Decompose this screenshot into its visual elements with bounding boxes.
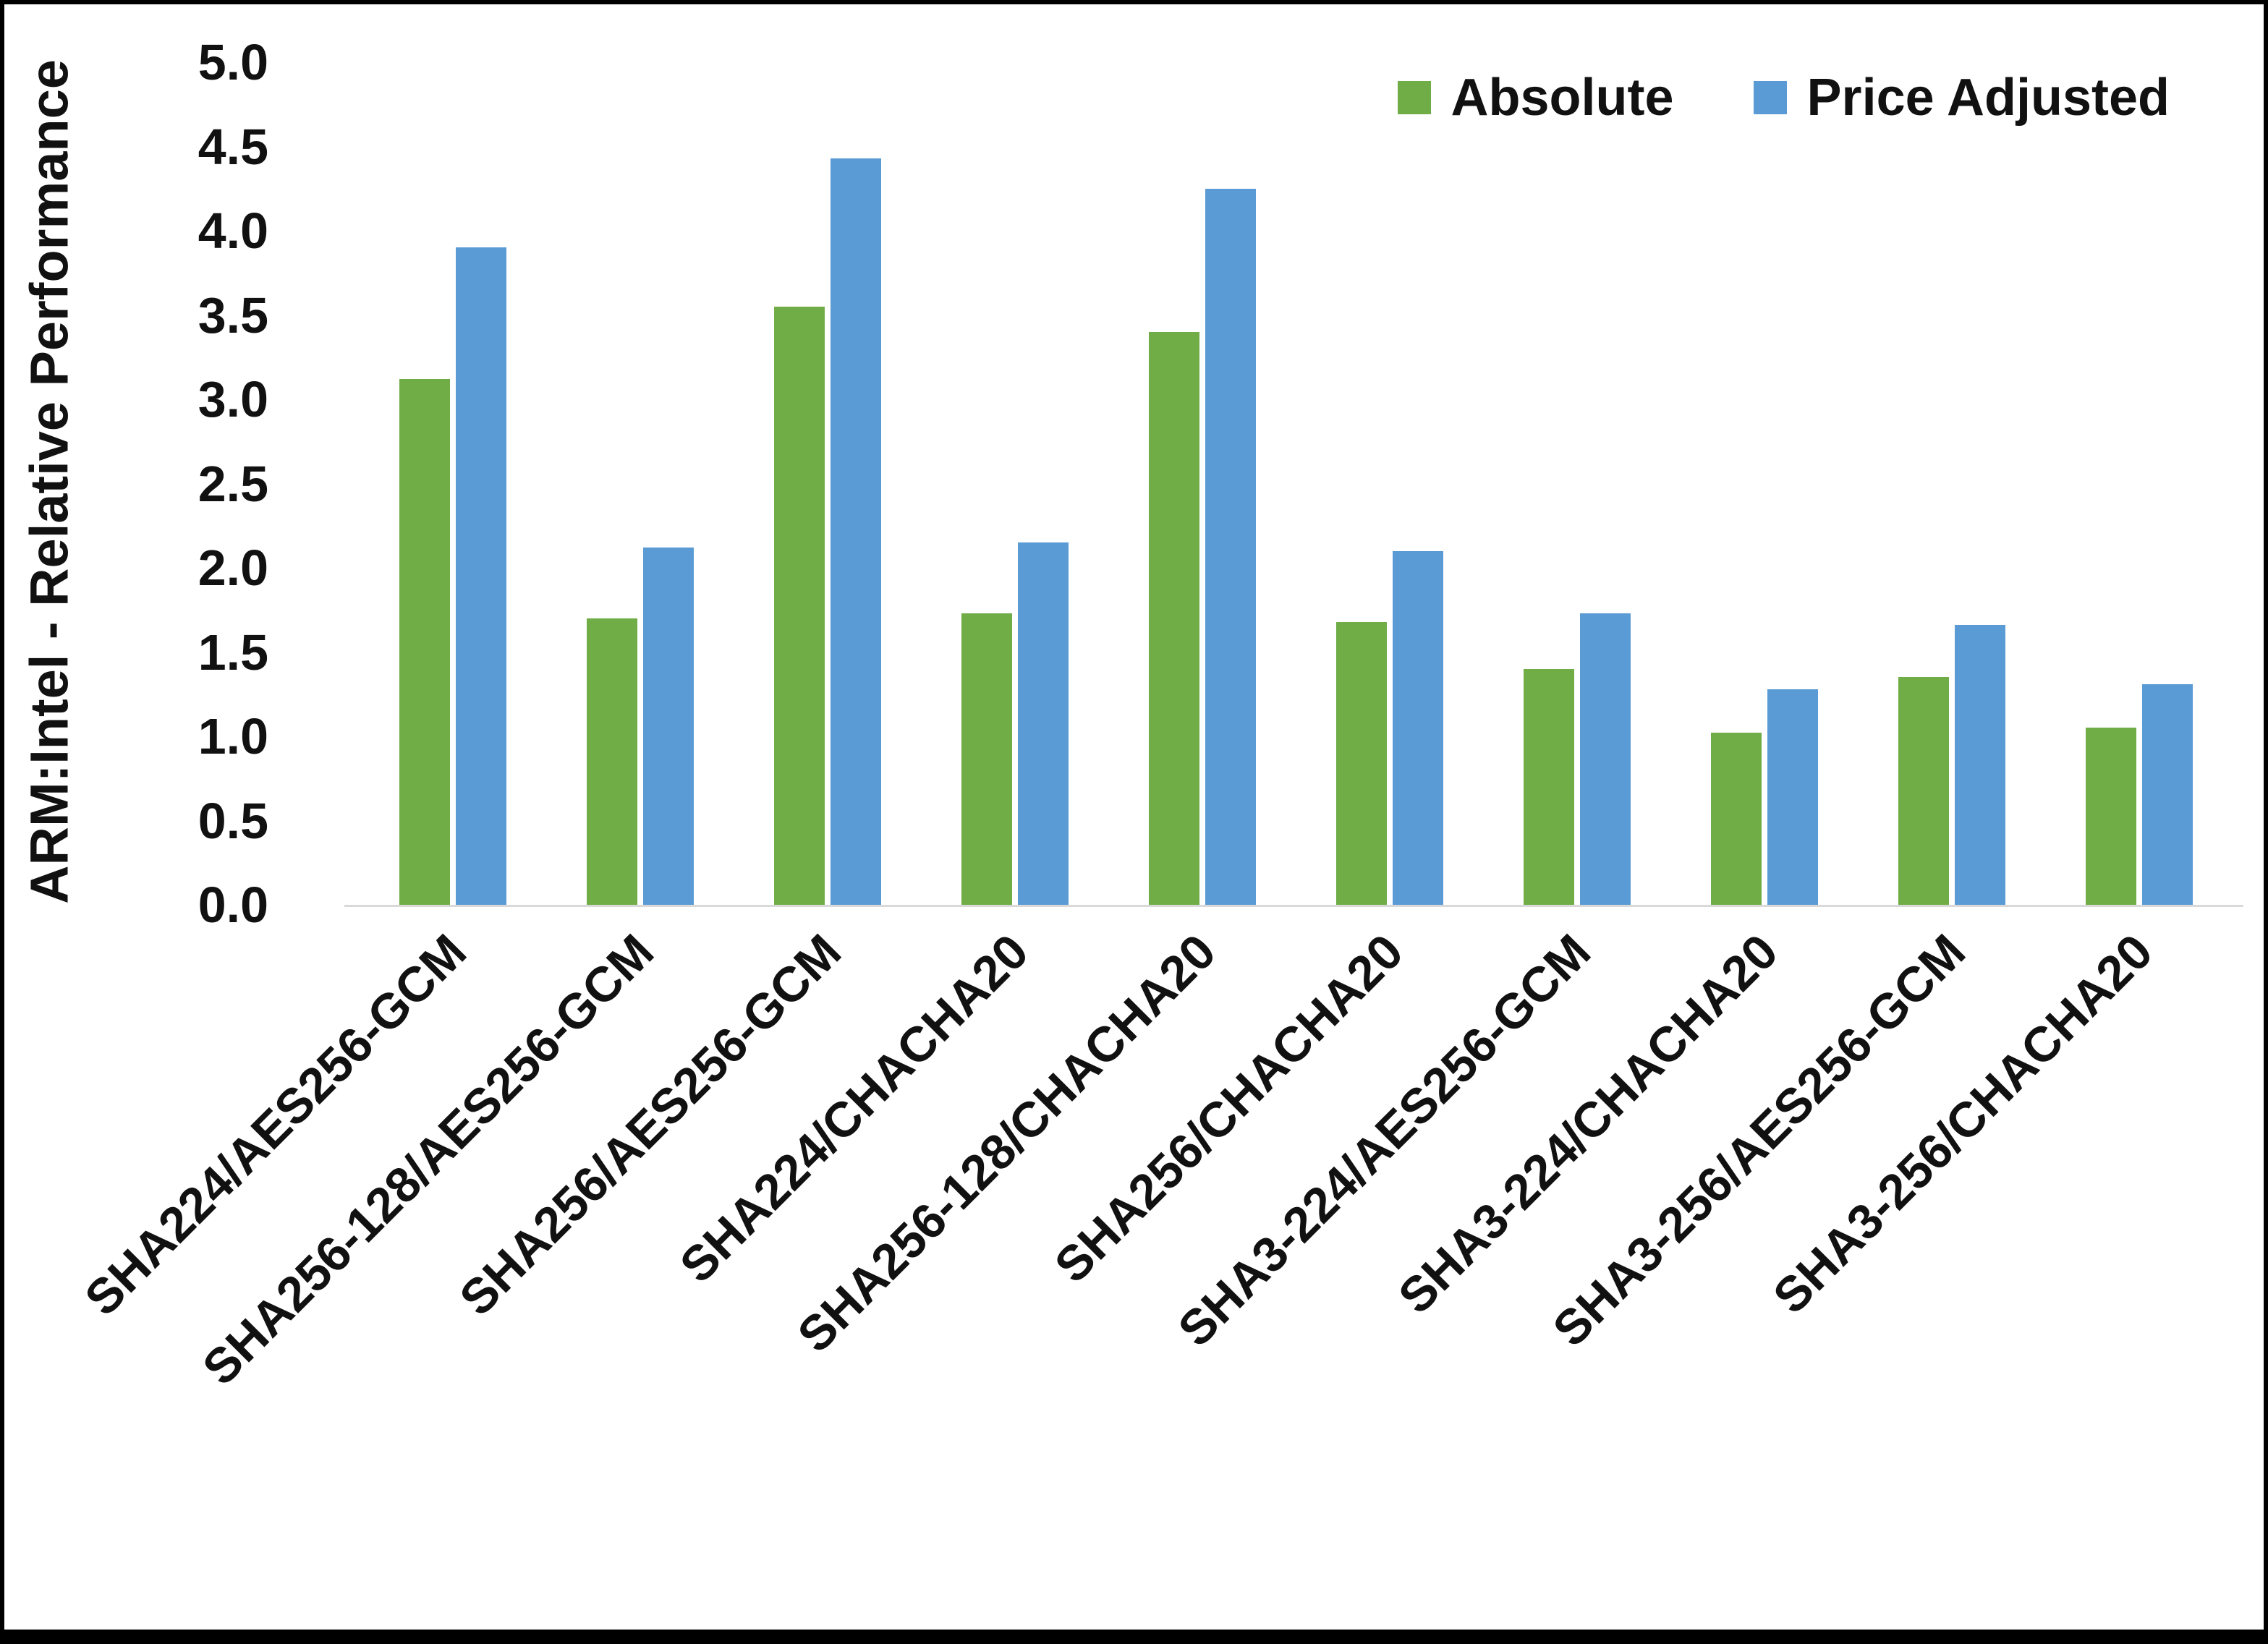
bar-absolute	[1523, 668, 1574, 905]
y-tick-label: 4.5	[198, 118, 268, 175]
x-axis-label: SHA3-224/CHACHA20	[1388, 924, 1788, 1324]
bar-price-adjusted	[1392, 550, 1443, 905]
legend-item-absolute: Absolute	[1397, 68, 1674, 127]
bar-price-adjusted	[1205, 188, 1256, 905]
bar-price-adjusted	[642, 548, 694, 905]
y-tick-label: 2.5	[198, 455, 268, 512]
y-tick-label: 1.0	[198, 708, 268, 764]
bar-price-adjusted	[455, 247, 506, 905]
legend-label-absolute: Absolute	[1451, 69, 1674, 127]
y-tick-label: 3.0	[198, 371, 268, 427]
bar-price-adjusted	[1017, 542, 1069, 905]
bar-absolute	[399, 379, 450, 905]
y-tick-label: 5.0	[198, 34, 268, 90]
y-tick-label: 2.0	[198, 540, 268, 596]
x-axis-label: SHA3-256/AES256-GCM	[1542, 924, 1976, 1358]
bar-absolute	[1710, 733, 1762, 905]
x-axis-label: SHA256/AES256-GCM	[449, 924, 851, 1326]
x-axis-line	[344, 905, 2243, 907]
bar-price-adjusted	[2141, 683, 2193, 905]
legend-label-price-adjusted: Price Adjusted	[1806, 69, 2170, 127]
bar-absolute	[1335, 621, 1387, 905]
y-tick-label: 0.5	[198, 792, 268, 849]
x-axis-label: SHA3-224/AES256-GCM	[1167, 924, 1601, 1358]
legend-swatch-absolute	[1397, 81, 1431, 114]
legend-item-price-adjusted: Price Adjusted	[1753, 68, 2170, 127]
legend-swatch-price-adjusted	[1753, 81, 1787, 114]
x-axis-label: SHA256-128/AES256-GCM	[192, 924, 664, 1396]
x-axis-label: SHA224/CHACHA20	[668, 924, 1039, 1293]
bar-price-adjusted	[1954, 625, 2005, 905]
legend: Absolute Price Adjusted	[1397, 68, 2170, 127]
bar-absolute	[586, 618, 637, 905]
y-tick-label: 4.0	[198, 203, 268, 259]
plot-area	[359, 62, 2233, 905]
bar-price-adjusted	[830, 158, 881, 905]
x-axis-label: SHA256-128/CHACHA20	[786, 924, 1226, 1363]
bar-price-adjusted	[1767, 689, 1818, 905]
y-axis-title-text: ARM:Intel - Relative Performance	[19, 59, 80, 904]
x-axis-label: SHA3-256/CHACHA20	[1762, 924, 2163, 1324]
bar-absolute	[961, 613, 1012, 905]
y-tick-label: 0.0	[198, 877, 268, 933]
bar-price-adjusted	[1579, 613, 1631, 905]
y-tick-label: 3.5	[198, 286, 268, 344]
x-axis-label: SHA256/CHACHA20	[1043, 924, 1414, 1293]
bar-absolute	[1898, 677, 1949, 905]
y-tick-label: 1.5	[198, 623, 268, 681]
bar-absolute	[1148, 331, 1199, 905]
bar-absolute	[2085, 728, 2136, 905]
bar-absolute	[773, 306, 825, 905]
